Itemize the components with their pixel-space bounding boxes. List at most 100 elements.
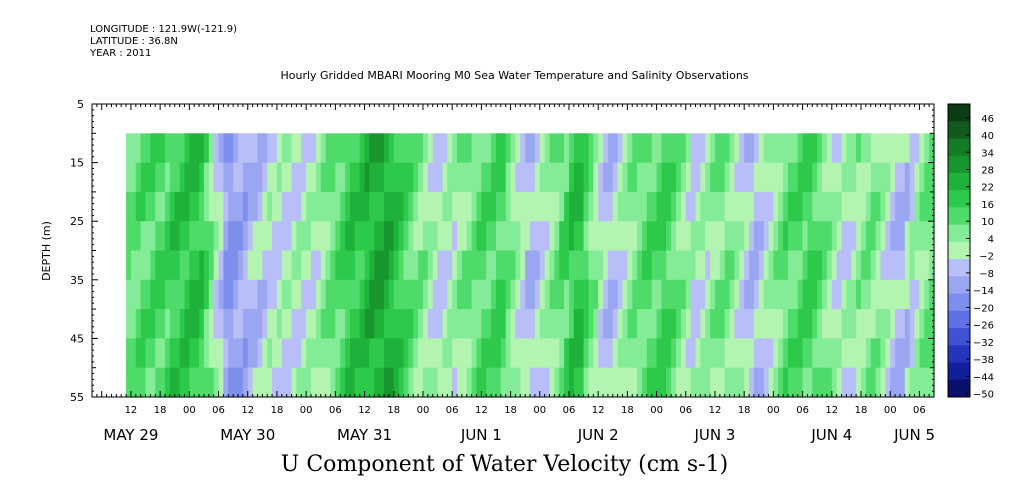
heatmap-cell	[671, 279, 677, 310]
heatmap-cell	[476, 191, 482, 222]
colorbar-swatch	[948, 121, 970, 139]
heatmap-cell	[403, 338, 409, 369]
heatmap-cell	[885, 309, 891, 339]
heatmap-cell	[199, 133, 205, 164]
heatmap-cell	[787, 162, 794, 193]
colorbar-label: −2	[979, 252, 994, 263]
heatmap-cell	[228, 191, 234, 222]
heatmap-cell	[661, 162, 667, 193]
heatmap-cell	[242, 162, 249, 193]
heatmap-cell	[656, 279, 663, 310]
heatmap-cell	[140, 367, 147, 398]
heatmap-cell	[749, 367, 755, 398]
heatmap-cell	[860, 162, 867, 193]
heatmap-cell	[155, 367, 161, 398]
heatmap-cell	[641, 279, 648, 310]
heatmap-cell	[685, 338, 692, 369]
heatmap-cell	[379, 367, 385, 398]
heatmap-cell	[807, 279, 813, 310]
heatmap-cell	[515, 191, 521, 222]
heatmap-cell	[846, 367, 852, 398]
heatmap-cell	[865, 162, 872, 193]
heatmap-cell	[169, 367, 176, 398]
heatmap-cell	[573, 338, 580, 369]
heatmap-cell	[676, 162, 682, 193]
heatmap-cell	[856, 162, 862, 193]
heatmap-cell	[203, 221, 210, 252]
colorbar-swatch	[948, 207, 970, 226]
heatmap-cell	[257, 191, 263, 222]
heatmap-cell	[904, 133, 911, 164]
heatmap-cell	[607, 133, 614, 164]
heatmap-cell	[301, 367, 307, 398]
heatmap-cell	[676, 221, 682, 252]
heatmap-cell	[544, 162, 551, 193]
heatmap-cell	[831, 338, 838, 369]
heatmap-cell	[320, 162, 327, 193]
heatmap-cell	[661, 221, 667, 252]
heatmap-cell	[276, 221, 283, 252]
heatmap-cell	[841, 191, 847, 222]
heatmap-cell	[272, 250, 278, 281]
heatmap-cell	[836, 133, 843, 164]
heatmap-cell	[330, 191, 336, 222]
x-hour-label: 18	[621, 405, 634, 416]
heatmap-cell	[646, 338, 653, 369]
heatmap-cell	[539, 309, 546, 339]
heatmap-cell	[281, 309, 288, 339]
heatmap-cell	[359, 162, 366, 193]
heatmap-cell	[607, 309, 614, 339]
heatmap-cell	[860, 367, 867, 398]
heatmap-cell	[233, 367, 239, 398]
heatmap-cell	[169, 221, 176, 252]
heatmap-cell	[374, 250, 380, 281]
heatmap-cell	[199, 162, 205, 193]
heatmap-cell	[301, 279, 307, 310]
heatmap-cell	[374, 162, 380, 193]
heatmap-cell	[296, 221, 302, 252]
heatmap-cell	[223, 367, 229, 398]
heatmap-cell	[495, 309, 502, 339]
heatmap-cell	[909, 367, 916, 398]
heatmap-cell	[680, 221, 687, 252]
heatmap-cell	[831, 309, 838, 339]
heatmap-cell	[773, 191, 779, 222]
heatmap-cell	[228, 338, 234, 369]
heatmap-cell	[457, 191, 463, 222]
heatmap-cell	[262, 221, 268, 252]
heatmap-cell	[812, 250, 818, 281]
heatmap-cell	[860, 221, 867, 252]
heatmap-cell	[768, 133, 774, 164]
heatmap-cell	[875, 191, 882, 222]
heatmap-cell	[899, 338, 906, 369]
heatmap-cell	[422, 133, 429, 164]
heatmap-cell	[656, 162, 663, 193]
heatmap-cell	[924, 162, 930, 193]
heatmap-cell	[768, 367, 774, 398]
heatmap-cell	[603, 367, 609, 398]
heatmap-cell	[379, 221, 385, 252]
heatmap-cell	[349, 367, 356, 398]
heatmap-cell	[325, 279, 332, 310]
heatmap-cell	[403, 162, 409, 193]
heatmap-cell	[831, 367, 838, 398]
heatmap-cell	[885, 162, 891, 193]
heatmap-cell	[676, 338, 682, 369]
heatmap-cell	[374, 191, 380, 222]
heatmap-cell	[520, 338, 526, 369]
heatmap-cell	[500, 250, 507, 281]
heatmap-cell	[155, 191, 161, 222]
colorbar-swatch	[948, 155, 970, 174]
heatmap-cell	[442, 133, 448, 164]
heatmap-cell	[340, 338, 346, 369]
heatmap-cell	[155, 279, 161, 310]
heatmap-cell	[646, 133, 653, 164]
heatmap-cell	[418, 191, 424, 222]
heatmap-cell	[413, 162, 419, 193]
heatmap-cell	[719, 250, 726, 281]
heatmap-cell	[627, 338, 633, 369]
heatmap-cell	[661, 309, 667, 339]
heatmap-cell	[145, 250, 152, 281]
heatmap-cell	[530, 367, 536, 398]
heatmap-cell	[666, 367, 672, 398]
